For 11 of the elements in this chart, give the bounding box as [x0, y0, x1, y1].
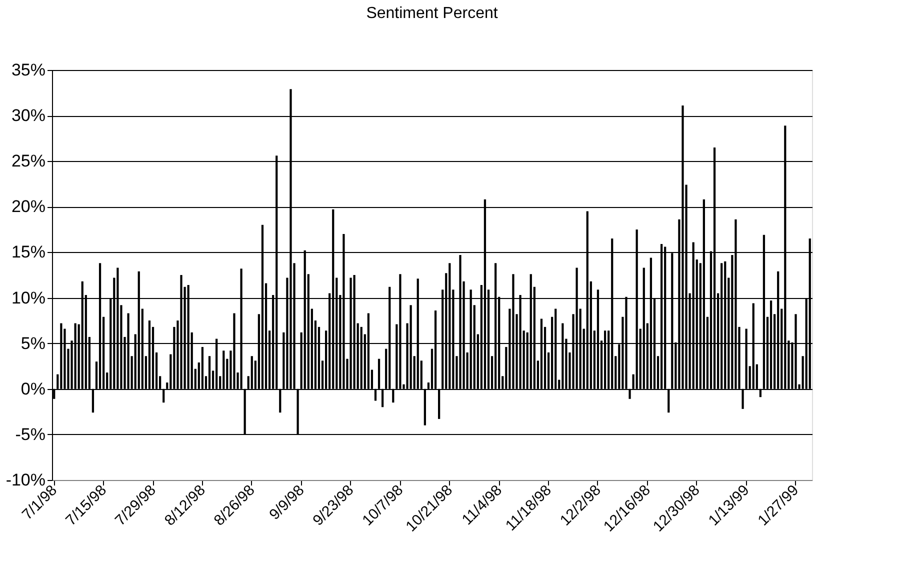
y-tick-label: -10% — [6, 470, 46, 490]
y-tick-label: 30% — [11, 106, 46, 126]
y-tick-label: 15% — [11, 242, 46, 262]
y-tick-label: 5% — [20, 334, 46, 353]
y-tick-label: 10% — [11, 288, 46, 308]
chart-title: Sentiment Percent — [366, 5, 498, 22]
y-tick-label: 0% — [20, 379, 46, 398]
y-tick-label: 20% — [11, 197, 46, 216]
y-tick-label: 35% — [11, 60, 46, 80]
y-tick-label: -5% — [15, 424, 46, 444]
y-tick-label: 25% — [11, 152, 46, 171]
